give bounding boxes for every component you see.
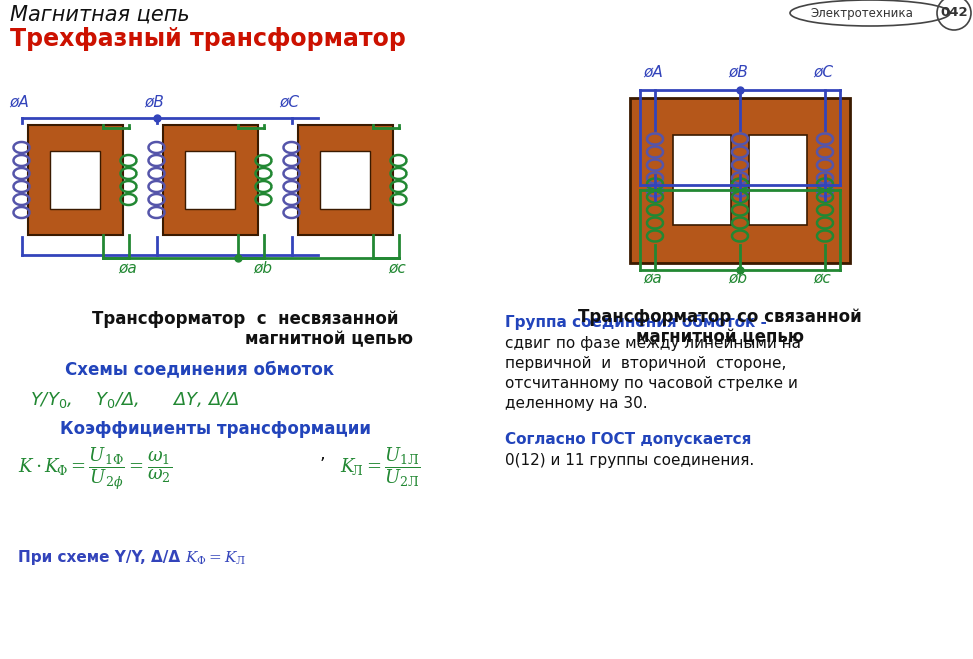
Text: øС: øС (279, 94, 300, 109)
Text: первичной  и  вторичной  стороне,: первичной и вторичной стороне, (505, 356, 786, 371)
Text: Трансформатор со связанной: Трансформатор со связанной (578, 308, 862, 326)
Text: øb: øb (728, 270, 747, 285)
Text: øа: øа (643, 270, 662, 285)
Text: Группа соединения обмоток -: Группа соединения обмоток - (505, 314, 767, 330)
Text: При схеме Y/Y, Δ/Δ: При схеме Y/Y, Δ/Δ (18, 550, 180, 565)
Text: ,: , (320, 445, 326, 463)
Text: øа: øа (119, 260, 137, 275)
Text: øВ: øВ (728, 65, 748, 80)
FancyBboxPatch shape (298, 125, 392, 235)
FancyBboxPatch shape (320, 151, 370, 209)
Text: деленному на 30.: деленному на 30. (505, 396, 648, 411)
Text: отсчитанному по часовой стрелке и: отсчитанному по часовой стрелке и (505, 376, 798, 391)
Text: $K_{\!\text{Л}} = \dfrac{U_{1\text{Л}}}{U_{2\text{Л}}}$: $K_{\!\text{Л}} = \dfrac{U_{1\text{Л}}}{… (340, 445, 421, 488)
Text: $K \cdot K_{\!\Phi} = \dfrac{U_{1\Phi}}{U_{2\phi}} = \dfrac{\omega_1}{\omega_2}$: $K \cdot K_{\!\Phi} = \dfrac{U_{1\Phi}}{… (18, 445, 172, 492)
Text: 042: 042 (940, 7, 968, 20)
Text: øс: øс (813, 270, 831, 285)
FancyBboxPatch shape (162, 125, 258, 235)
Text: $K_{\Phi}=K_{\text{Л}}$: $K_{\Phi}=K_{\text{Л}}$ (185, 550, 246, 567)
Text: сдвиг по фазе между линейными на: сдвиг по фазе между линейными на (505, 336, 801, 351)
Text: Магнитная цепь: Магнитная цепь (10, 5, 190, 25)
Text: øА: øА (10, 94, 29, 109)
Text: Коэффициенты трансформации: Коэффициенты трансформации (59, 420, 371, 438)
Text: øb: øb (254, 260, 272, 275)
Text: Схемы соединения обмоток: Схемы соединения обмоток (65, 360, 335, 378)
FancyBboxPatch shape (50, 151, 100, 209)
FancyBboxPatch shape (749, 135, 807, 225)
Text: øВ: øВ (145, 94, 164, 109)
Text: Электротехника: Электротехника (811, 7, 914, 20)
Text: магнитной цепью: магнитной цепью (245, 330, 413, 348)
FancyBboxPatch shape (673, 135, 731, 225)
Text: Трансформатор  с  несвязанной: Трансформатор с несвязанной (91, 310, 398, 328)
Text: магнитной цепью: магнитной цепью (636, 328, 804, 346)
Text: Y/Y$_0$,    Y$_0$/Δ,      ΔY, Δ/Δ: Y/Y$_0$, Y$_0$/Δ, ΔY, Δ/Δ (30, 390, 239, 410)
Text: øс: øс (388, 260, 407, 275)
Text: øА: øА (643, 65, 663, 80)
Text: Трехфазный трансформатор: Трехфазный трансформатор (10, 27, 406, 51)
Text: Согласно ГОСТ допускается: Согласно ГОСТ допускается (505, 432, 751, 447)
FancyBboxPatch shape (630, 98, 850, 262)
Text: 0(12) и 11 группы соединения.: 0(12) и 11 группы соединения. (505, 453, 754, 468)
FancyBboxPatch shape (27, 125, 123, 235)
FancyBboxPatch shape (185, 151, 235, 209)
Text: øС: øС (813, 65, 833, 80)
